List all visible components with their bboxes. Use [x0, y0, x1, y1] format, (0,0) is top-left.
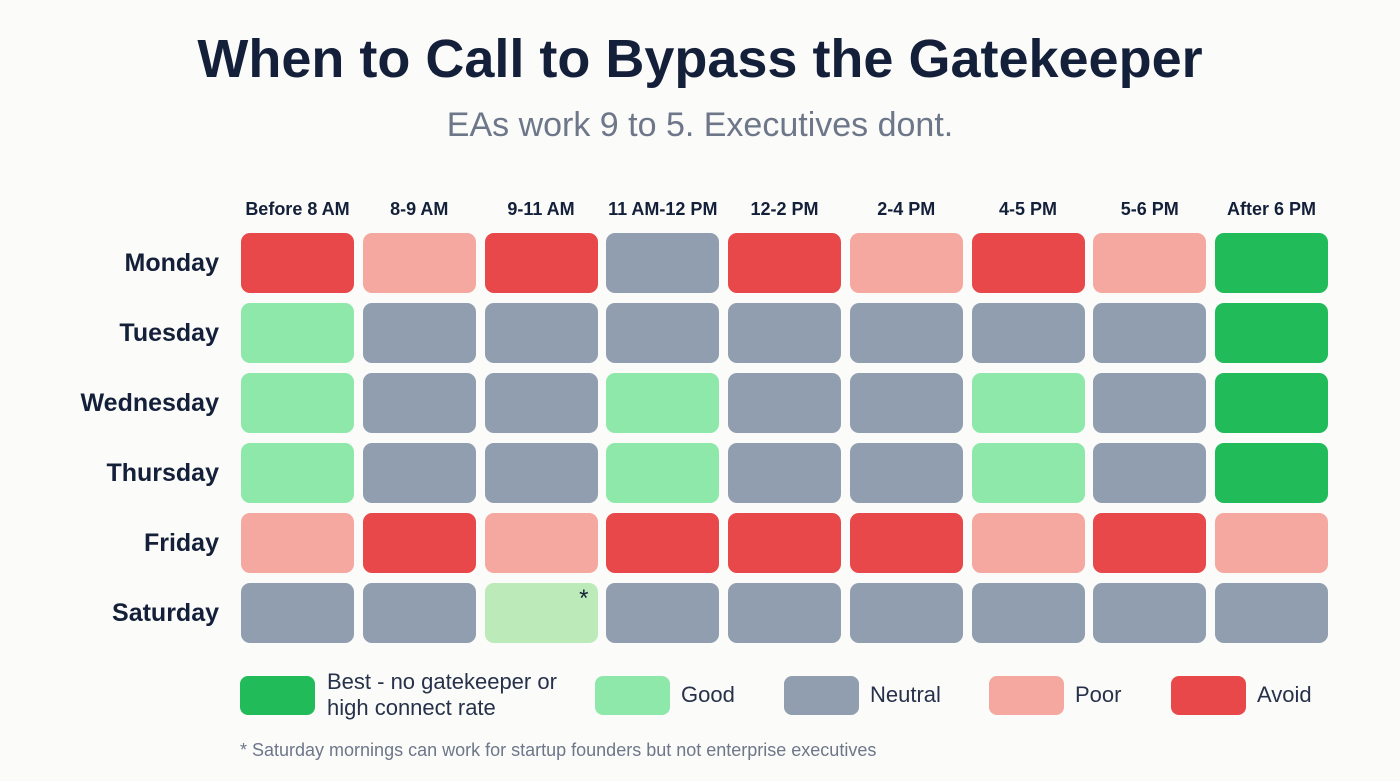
cell — [849, 233, 963, 293]
column-header: 11 AM-12 PM — [608, 199, 718, 219]
legend-swatch — [595, 676, 670, 715]
legend-label: Poor — [1075, 682, 1122, 707]
cell — [728, 583, 841, 643]
cell — [728, 233, 841, 293]
cell — [362, 303, 476, 363]
cell — [849, 443, 963, 503]
cell — [849, 583, 963, 643]
row-label: Thursday — [106, 459, 219, 487]
cell — [728, 443, 841, 503]
cell — [606, 443, 720, 503]
cell — [971, 373, 1085, 433]
legend-label: Good — [681, 682, 735, 707]
column-header: 2-4 PM — [877, 199, 936, 219]
column-header: 9-11 AM — [507, 199, 575, 219]
legend-swatch — [1171, 676, 1246, 715]
cell — [606, 583, 720, 643]
cell — [1093, 583, 1207, 643]
column-header: 12-2 PM — [750, 199, 819, 219]
cell — [971, 233, 1085, 293]
cell — [849, 373, 963, 433]
column-header: 4-5 PM — [998, 199, 1058, 219]
row-label: Tuesday — [119, 319, 219, 347]
subtitle: EAs work 9 to 5. Executives dont. — [446, 106, 954, 144]
cell — [971, 513, 1085, 573]
row-label: Friday — [143, 529, 219, 557]
cell — [1093, 233, 1207, 293]
cell — [484, 233, 598, 293]
cell — [971, 443, 1085, 503]
cell — [241, 443, 354, 503]
cell — [241, 233, 354, 293]
row-label: Wednesday — [80, 389, 219, 417]
legend-label: Neutral — [870, 682, 941, 707]
title: When to Call to Bypass the Gatekeeper — [197, 29, 1203, 89]
cell — [1215, 513, 1328, 573]
cell — [1093, 373, 1207, 433]
cell — [1093, 303, 1207, 363]
cell — [241, 513, 354, 573]
cell — [849, 513, 963, 573]
legend-label: Best - no gatekeeper or high connect rat… — [327, 669, 557, 720]
column-header: 8-9 AM — [390, 199, 449, 219]
cell — [1215, 373, 1328, 433]
cell — [362, 583, 476, 643]
cell: * — [484, 583, 598, 643]
legend-label: Avoid — [1257, 682, 1312, 707]
column-header: 5-6 PM — [1120, 199, 1179, 219]
cell — [728, 513, 841, 573]
cell — [971, 583, 1085, 643]
cell — [1093, 443, 1207, 503]
cell — [241, 583, 354, 643]
cell — [362, 233, 476, 293]
cell — [728, 303, 841, 363]
cell — [1215, 233, 1328, 293]
cell — [241, 303, 354, 363]
footnote: * Saturday mornings can work for startup… — [240, 740, 877, 760]
cell — [606, 373, 720, 433]
cell — [1215, 583, 1328, 643]
cell — [484, 303, 598, 363]
row-label: Saturday — [112, 599, 219, 627]
cell — [484, 373, 598, 433]
cell — [728, 373, 841, 433]
cell — [971, 303, 1085, 363]
row-label: Monday — [124, 249, 219, 277]
column-header: Before 8 AM — [245, 199, 350, 219]
cell — [484, 513, 598, 573]
cell — [606, 233, 720, 293]
cell — [1215, 303, 1328, 363]
legend-swatch — [989, 676, 1064, 715]
legend-swatch — [240, 676, 315, 715]
cell-note: * — [579, 585, 589, 612]
cell — [849, 303, 963, 363]
cell — [1093, 513, 1207, 573]
legend-swatch — [784, 676, 859, 715]
cell — [362, 513, 476, 573]
cell — [606, 303, 720, 363]
cell — [362, 443, 476, 503]
cell — [484, 443, 598, 503]
cell — [362, 373, 476, 433]
cell — [606, 513, 720, 573]
column-header: After 6 PM — [1226, 199, 1316, 219]
cell — [241, 373, 354, 433]
cell — [1215, 443, 1328, 503]
